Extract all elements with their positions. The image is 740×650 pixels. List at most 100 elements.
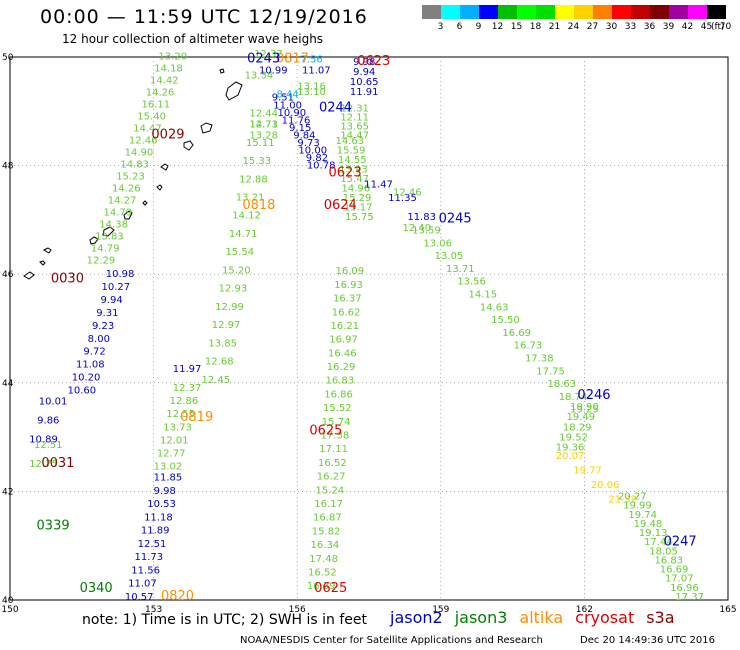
wave-height-value: 16.09 xyxy=(336,266,365,277)
pass-time-label: 0030 xyxy=(51,271,84,286)
wave-height-value: 15.75 xyxy=(345,212,374,223)
pass-time-label: 0819 xyxy=(180,410,213,425)
wave-height-value: 8.44 xyxy=(276,90,298,101)
wave-height-value: 13.83 xyxy=(95,231,124,242)
scale-label: 9 xyxy=(475,22,482,32)
wave-height-value: 14.83 xyxy=(120,160,149,171)
wave-height-value: 10.78 xyxy=(307,160,336,171)
wave-height-value: 11.91 xyxy=(350,87,379,98)
track-segment: 10.98 10.27 9.94 9.31 9.23 8.00 9.72 11.08 10.20… xyxy=(67,269,134,397)
scale-label: 42 xyxy=(681,22,694,32)
wave-height-value: 10.27 xyxy=(102,282,131,293)
wave-height-value: 13.16 xyxy=(297,82,326,93)
wave-height-value: 19.74 xyxy=(628,510,657,521)
wave-height-value: 14.63 xyxy=(336,136,365,147)
wave-height-value: 12.73 xyxy=(249,120,278,131)
wave-height-value: 13.71 xyxy=(446,264,475,275)
pass-time-label: 0245 xyxy=(439,212,472,227)
wave-height-value: 16.29 xyxy=(327,362,356,373)
lon-tick-label: 150 xyxy=(1,605,18,615)
pass-time-label: 0625 xyxy=(314,581,347,596)
wave-height-value: 9.98 xyxy=(154,486,176,497)
wave-height-value: 12.40 xyxy=(403,223,432,234)
wave-height-value: 15.54 xyxy=(225,247,254,258)
scale-swatch xyxy=(574,5,593,19)
wave-height-value: 13.34 xyxy=(245,71,274,82)
pass-time-label: 0339 xyxy=(37,518,70,533)
wave-height-value: 15.47 xyxy=(340,174,369,185)
wave-height-value: 19.99 xyxy=(623,501,652,512)
wave-height-value: 14.26 xyxy=(146,88,175,99)
map-border xyxy=(9,56,729,601)
wave-height-value: 13.20 xyxy=(158,52,187,63)
wave-height-value: 11.47 xyxy=(364,179,393,190)
wave-height-value: 9.86 xyxy=(37,416,59,427)
lat-tick-label: 50 xyxy=(2,53,14,63)
wave-height-value: 13.73 xyxy=(163,422,192,433)
island-outline xyxy=(160,163,169,171)
wave-height-value: 9.23 xyxy=(92,321,114,332)
wave-height-value: 12.97 xyxy=(212,320,241,331)
wave-height-value: 16.39 xyxy=(307,581,336,592)
island-outline xyxy=(123,210,133,220)
lat-tick-label: 40 xyxy=(2,596,14,606)
wave-height-value: 9.51 xyxy=(272,92,294,103)
wave-height-value: 12.29 xyxy=(87,255,116,266)
map-title: 00:00 — 11:59 UTC 12/19/2016 xyxy=(40,6,368,28)
wave-height-value: 14.79 xyxy=(91,243,120,254)
wave-height-value: 13.21 xyxy=(236,193,265,204)
scale-label: 24 xyxy=(567,22,580,32)
wave-height-value: 17.44 xyxy=(644,537,673,548)
wave-height-value: 14.47 xyxy=(133,124,162,135)
wave-height-value: 12.37 xyxy=(173,383,202,394)
scale-swatch xyxy=(422,5,441,19)
wave-height-value: 10.20 xyxy=(72,373,101,384)
island-outline xyxy=(183,140,194,151)
wave-height-value: 13.10 xyxy=(297,87,326,98)
wave-height-value: 16.69 xyxy=(502,328,531,339)
wave-height-value: 12.86 xyxy=(170,396,199,407)
track-segment: 13.2014.1814.4214.2616.1115.4014.4712.46… xyxy=(87,52,187,267)
scale-label: 3 xyxy=(437,22,444,32)
wave-height-value: 14.90 xyxy=(125,148,154,159)
scale-swatch xyxy=(650,5,669,19)
wave-height-value: 17.38 xyxy=(525,353,554,364)
wave-height-value: 19.77 xyxy=(573,465,602,476)
scale-label: 12 xyxy=(491,22,504,32)
wave-height-value: 11.08 xyxy=(76,360,105,371)
wave-height-value: 14.96 xyxy=(342,183,371,194)
track-segment: 11.47 11.35 xyxy=(364,179,417,204)
wave-height-value: 9.73 xyxy=(297,138,319,149)
wave-height-value: 11.18 xyxy=(144,512,173,523)
track-segment: 14.71 15.11 15.33 12.88 13.21 14.12 14.71 15.54… xyxy=(202,120,279,386)
wave-height-value: 12.51 xyxy=(138,539,167,550)
wave-height-value: 20.27 xyxy=(618,492,647,503)
scale-swatch xyxy=(517,5,536,19)
wave-height-value: 11.35 xyxy=(388,193,417,204)
wave-height-value: 8.00 xyxy=(88,334,110,345)
wave-height-value: 15.50 xyxy=(491,315,520,326)
pass-time-label: 0029 xyxy=(151,127,184,142)
track-segment: 12.37 13.34 xyxy=(245,49,283,82)
wave-height-value: 16.73 xyxy=(514,341,543,352)
wave-height-value: 15.17 xyxy=(344,202,373,213)
wave-height-value: 7.56 xyxy=(300,54,322,65)
wave-height-value: 16.97 xyxy=(329,335,358,346)
wave-height-value: 17.11 xyxy=(319,444,348,455)
wave-height-value: 12.68 xyxy=(205,357,234,368)
scale-label: 18 xyxy=(529,22,542,32)
wave-height-value: 14.71 xyxy=(249,120,278,131)
wave-height-value: 21.32 xyxy=(608,494,637,505)
legend-item-cryosat: cryosat xyxy=(575,608,635,627)
scale-label: 27 xyxy=(586,22,599,32)
track-segment: 11.97 xyxy=(173,364,202,375)
track-segment: 20.2719.9919.7419.4819.1317.4418.0516.83… xyxy=(618,492,704,603)
track-segment: 12.51 12.75 xyxy=(29,440,62,470)
scale-swatch xyxy=(669,5,688,19)
wave-height-value: 14.79 xyxy=(104,207,133,218)
wave-height-value: 19.25 xyxy=(570,405,599,416)
wave-height-value: 15.29 xyxy=(343,193,372,204)
wave-height-value: 10.89 xyxy=(29,435,58,446)
